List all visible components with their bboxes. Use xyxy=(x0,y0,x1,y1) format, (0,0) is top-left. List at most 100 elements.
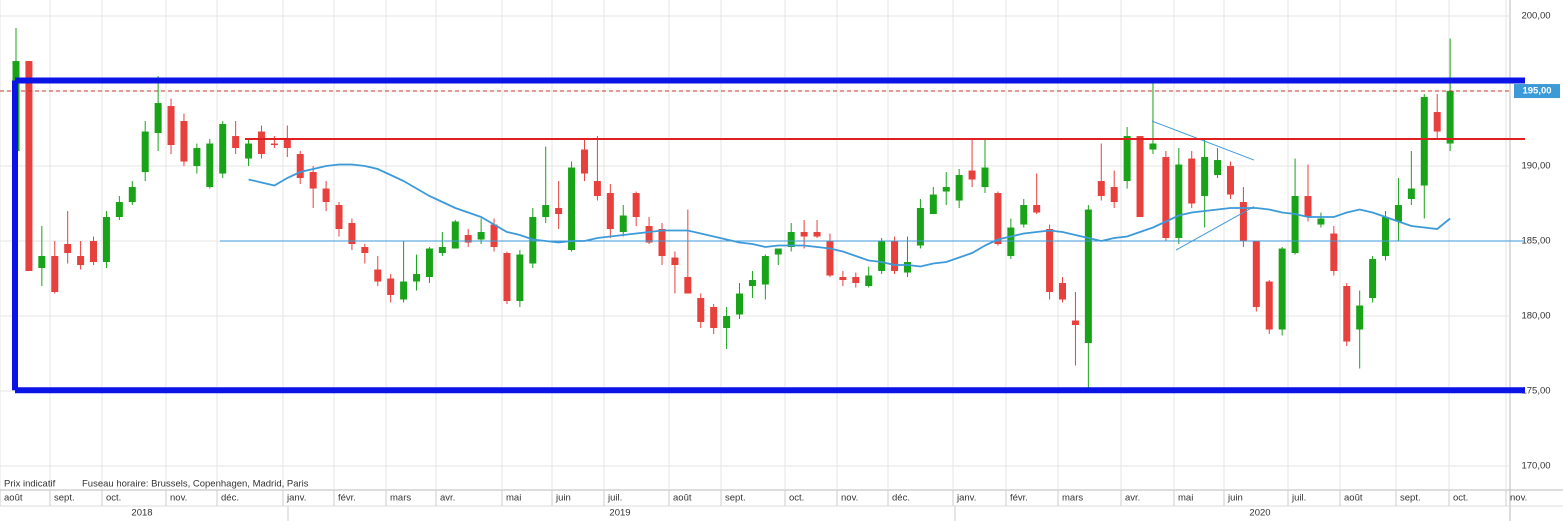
candle-body xyxy=(723,316,731,329)
candle-body xyxy=(787,232,795,248)
candle-body xyxy=(1356,305,1364,330)
candle-body xyxy=(839,277,847,281)
candle-body xyxy=(283,139,291,149)
candle-body xyxy=(477,232,485,240)
candle-body xyxy=(503,253,511,302)
x-tick-label: juin xyxy=(1227,493,1243,504)
candle-body xyxy=(1369,259,1377,299)
candle-body xyxy=(1446,91,1454,144)
candle-body xyxy=(606,193,614,230)
candle-body xyxy=(115,202,123,218)
x-tick-label: avr. xyxy=(1125,493,1140,504)
candle-body xyxy=(697,298,705,323)
candle-body xyxy=(232,136,240,149)
candle-body xyxy=(451,221,459,249)
candle-body xyxy=(180,121,188,162)
candle-body xyxy=(632,193,640,218)
x-tick-label: janv. xyxy=(286,493,306,504)
price-tag xyxy=(1514,84,1560,99)
candle-body xyxy=(1007,227,1015,257)
candle-body xyxy=(1317,218,1325,225)
candle-body xyxy=(425,248,433,278)
candle-body xyxy=(1382,217,1390,257)
x-tick-label: sept. xyxy=(54,493,75,504)
candle-body xyxy=(348,223,356,245)
candle-body xyxy=(270,143,278,146)
x-tick-label: déc. xyxy=(892,493,910,504)
x-tick-label: oct. xyxy=(1453,493,1468,504)
candle-body xyxy=(77,256,85,266)
candle-body xyxy=(464,235,472,243)
trend-line xyxy=(1151,120,1255,161)
x-tick-label: juin xyxy=(555,493,571,504)
candle-body xyxy=(1330,233,1338,272)
candle-body xyxy=(490,224,498,248)
year-label: 2018 xyxy=(131,508,152,519)
candle-body xyxy=(1149,143,1157,150)
y-tick-label: 180,00 xyxy=(1521,311,1550,322)
y-tick-label: 170,00 xyxy=(1521,461,1550,472)
candle-body xyxy=(761,256,769,285)
candle-body xyxy=(878,241,886,272)
candle-body xyxy=(38,256,46,269)
year-label: 2020 xyxy=(1249,508,1270,519)
x-tick-label: oct. xyxy=(106,493,121,504)
x-tick-label: sept. xyxy=(725,493,746,504)
candle-body xyxy=(1175,164,1183,239)
candle-body xyxy=(800,232,808,237)
candle-body xyxy=(1201,157,1209,197)
candle-body xyxy=(774,248,782,255)
candle-body xyxy=(413,274,421,282)
candle-body xyxy=(51,256,59,293)
candle-body xyxy=(1252,241,1260,308)
candle-body xyxy=(1239,202,1247,242)
candle-body xyxy=(193,148,201,167)
candle-body xyxy=(542,205,550,218)
x-tick-label: mars xyxy=(390,493,411,504)
candle-body xyxy=(374,269,382,282)
candle-body xyxy=(568,167,576,251)
candle-body xyxy=(1033,205,1041,213)
candle-body xyxy=(891,241,899,272)
candle-body xyxy=(826,241,834,276)
candle-body xyxy=(25,61,33,272)
candle-body xyxy=(245,143,253,159)
candle-body xyxy=(736,293,744,315)
y-tick-label: 175,00 xyxy=(1521,386,1550,397)
candle-body xyxy=(257,131,265,155)
candle-body xyxy=(1059,283,1067,300)
year-label: 2019 xyxy=(609,508,630,519)
candle-body xyxy=(516,254,524,302)
candle-body xyxy=(167,106,175,146)
x-tick-label: nov. xyxy=(170,493,187,504)
candle-body xyxy=(593,181,601,197)
candle-body xyxy=(296,154,304,179)
candle-body xyxy=(645,226,653,243)
x-tick-label: oct. xyxy=(789,493,804,504)
candle-body xyxy=(981,167,989,188)
candle-body xyxy=(1407,188,1415,200)
candle-body xyxy=(555,208,563,215)
candle-body xyxy=(852,277,860,284)
candle-body xyxy=(141,131,149,173)
candle-body xyxy=(748,280,756,287)
candle-body xyxy=(1343,286,1351,342)
candle-body xyxy=(90,241,98,263)
candle-body xyxy=(64,244,72,254)
x-tick-label: juil. xyxy=(607,493,622,504)
candle-body xyxy=(1046,229,1054,293)
candle-body xyxy=(361,247,369,254)
candle-body xyxy=(942,187,950,192)
candle-body xyxy=(1291,196,1299,254)
candle-body xyxy=(916,208,924,246)
x-tick-label: mai xyxy=(506,493,521,504)
candle-body xyxy=(1136,136,1144,218)
trend-line xyxy=(1175,206,1255,251)
candle-body xyxy=(813,232,821,237)
candle-body xyxy=(865,275,873,287)
x-tick-label: nov. xyxy=(841,493,858,504)
x-tick-label: févr. xyxy=(1010,493,1028,504)
x-tick-label: févr. xyxy=(338,493,356,504)
candle-body xyxy=(309,172,317,189)
